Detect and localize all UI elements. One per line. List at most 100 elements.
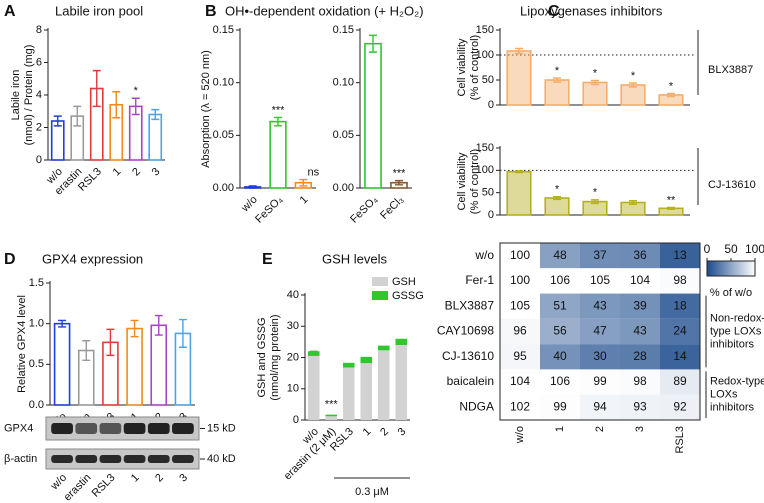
bar-segment [307,351,320,356]
heatmap-cell [660,318,700,345]
x-tick-label: erastin [62,472,94,503]
y-axis-label: Labile iron [10,70,22,121]
group-label: type LOXs [710,325,762,337]
x-tick-label: 3 [150,166,163,179]
error-bar [130,319,139,338]
heatmap-cell [500,243,540,269]
cell-label: 99 [593,374,607,388]
size-label: 40 kD [207,453,236,465]
y-axis-label: (nmol/mg protein) [269,314,281,400]
y-tick-label: 150 [476,142,494,154]
blot-band [147,423,170,434]
cell-label: 94 [593,400,607,414]
bar [126,327,143,406]
group-label: Non-redox- [710,312,764,324]
bar-segment [360,363,373,420]
significance: *** [272,104,286,116]
significance: * [669,80,674,92]
y-tick-label: 0.00 [213,182,234,194]
heatmap-cell [580,369,620,395]
error-bar [515,47,523,55]
heatmap-cell [620,318,660,345]
y-tick-label: 0 [36,154,42,166]
y-axis-label: (nmol) / Protein (mg) [23,45,35,146]
error-bar [248,185,257,189]
y-axis-label: Cell viability [456,152,468,211]
legend-label: GSSG [392,290,424,302]
error-bar [553,77,561,83]
cell-label: 28 [633,349,647,363]
error-bar [92,69,101,108]
error-bar [553,195,561,201]
bar-segment [325,416,338,420]
legend-swatch [372,277,388,286]
heatmap-cell [540,268,580,294]
y-tick-label: 0.15 [333,24,354,36]
heatmap-cell [540,243,580,269]
y-tick-label: 0.0 [29,399,44,411]
panel-letter: B [205,3,217,20]
y-tick-label: 50 [482,187,494,199]
heatmap-cell [620,268,660,294]
cell-label: 36 [633,248,647,262]
significance: * [593,67,598,79]
bar [620,84,646,106]
y-axis-label: (% of control) [469,149,481,214]
heatmap-cell [540,293,580,319]
error-bar [82,340,91,361]
cell-label: 93 [633,400,647,414]
x-tick-label: 1 [111,166,124,179]
heatmap-cell [540,369,580,395]
cell-label: 105 [590,273,610,287]
cell-label: 14 [673,349,687,363]
bar-segment [325,414,338,417]
size-label: 15 kD [207,422,236,434]
bar [50,120,65,161]
y-axis-label: GSH and GSSG [256,317,268,397]
heatmap-cell [660,293,700,319]
heatmap-cell [540,318,580,345]
x-tick-label: FeSO₄ [348,193,380,225]
cell-label: 106 [550,374,570,388]
cell-label: 48 [553,248,567,262]
heatmap-cell [540,394,580,420]
blot-band [75,455,98,463]
heatmap-cell [620,344,660,370]
blot-panel [45,448,200,470]
x-tick-label: 2 [153,472,166,485]
bar [544,79,570,106]
heatmap-cell [660,243,700,269]
colorbar [706,260,756,277]
cell-label: 100 [510,248,530,262]
cell-label: 47 [593,324,607,338]
y-tick-label: 30 [287,320,299,332]
y-axis-label: Relative GPX4 level [16,295,28,393]
bar [506,50,532,106]
cell-label: 92 [673,400,687,414]
column-label: 2 [594,426,606,432]
y-tick-label: 0.05 [213,129,234,141]
bar-segment [395,345,408,420]
heatmap-cell [580,268,620,294]
column-label: w/o [514,426,526,444]
x-tick-label: RSL3 [90,472,118,500]
heatmap-cell [660,369,700,395]
cell-label: 37 [593,248,607,262]
row-label: Fer-1 [465,273,494,287]
y-tick-label: 0.5 [29,358,44,370]
row-label: CJ-13610 [442,349,494,363]
y-tick-label: 1.0 [29,318,44,330]
blot-band [123,423,146,434]
bar [364,42,382,189]
row-label: NDGA [459,400,494,414]
x-tick-label: FeSO₄ [253,193,285,225]
heatmap-cell [500,344,540,370]
error-bar [515,170,523,174]
x-tick-label: 3 [177,472,190,485]
significance: * [631,70,636,82]
blot-band [172,423,194,434]
cell-label: 104 [630,273,650,287]
colorbar-tick-label: 50 [724,242,738,256]
cell-label: 43 [633,324,647,338]
blot-band [172,455,194,463]
